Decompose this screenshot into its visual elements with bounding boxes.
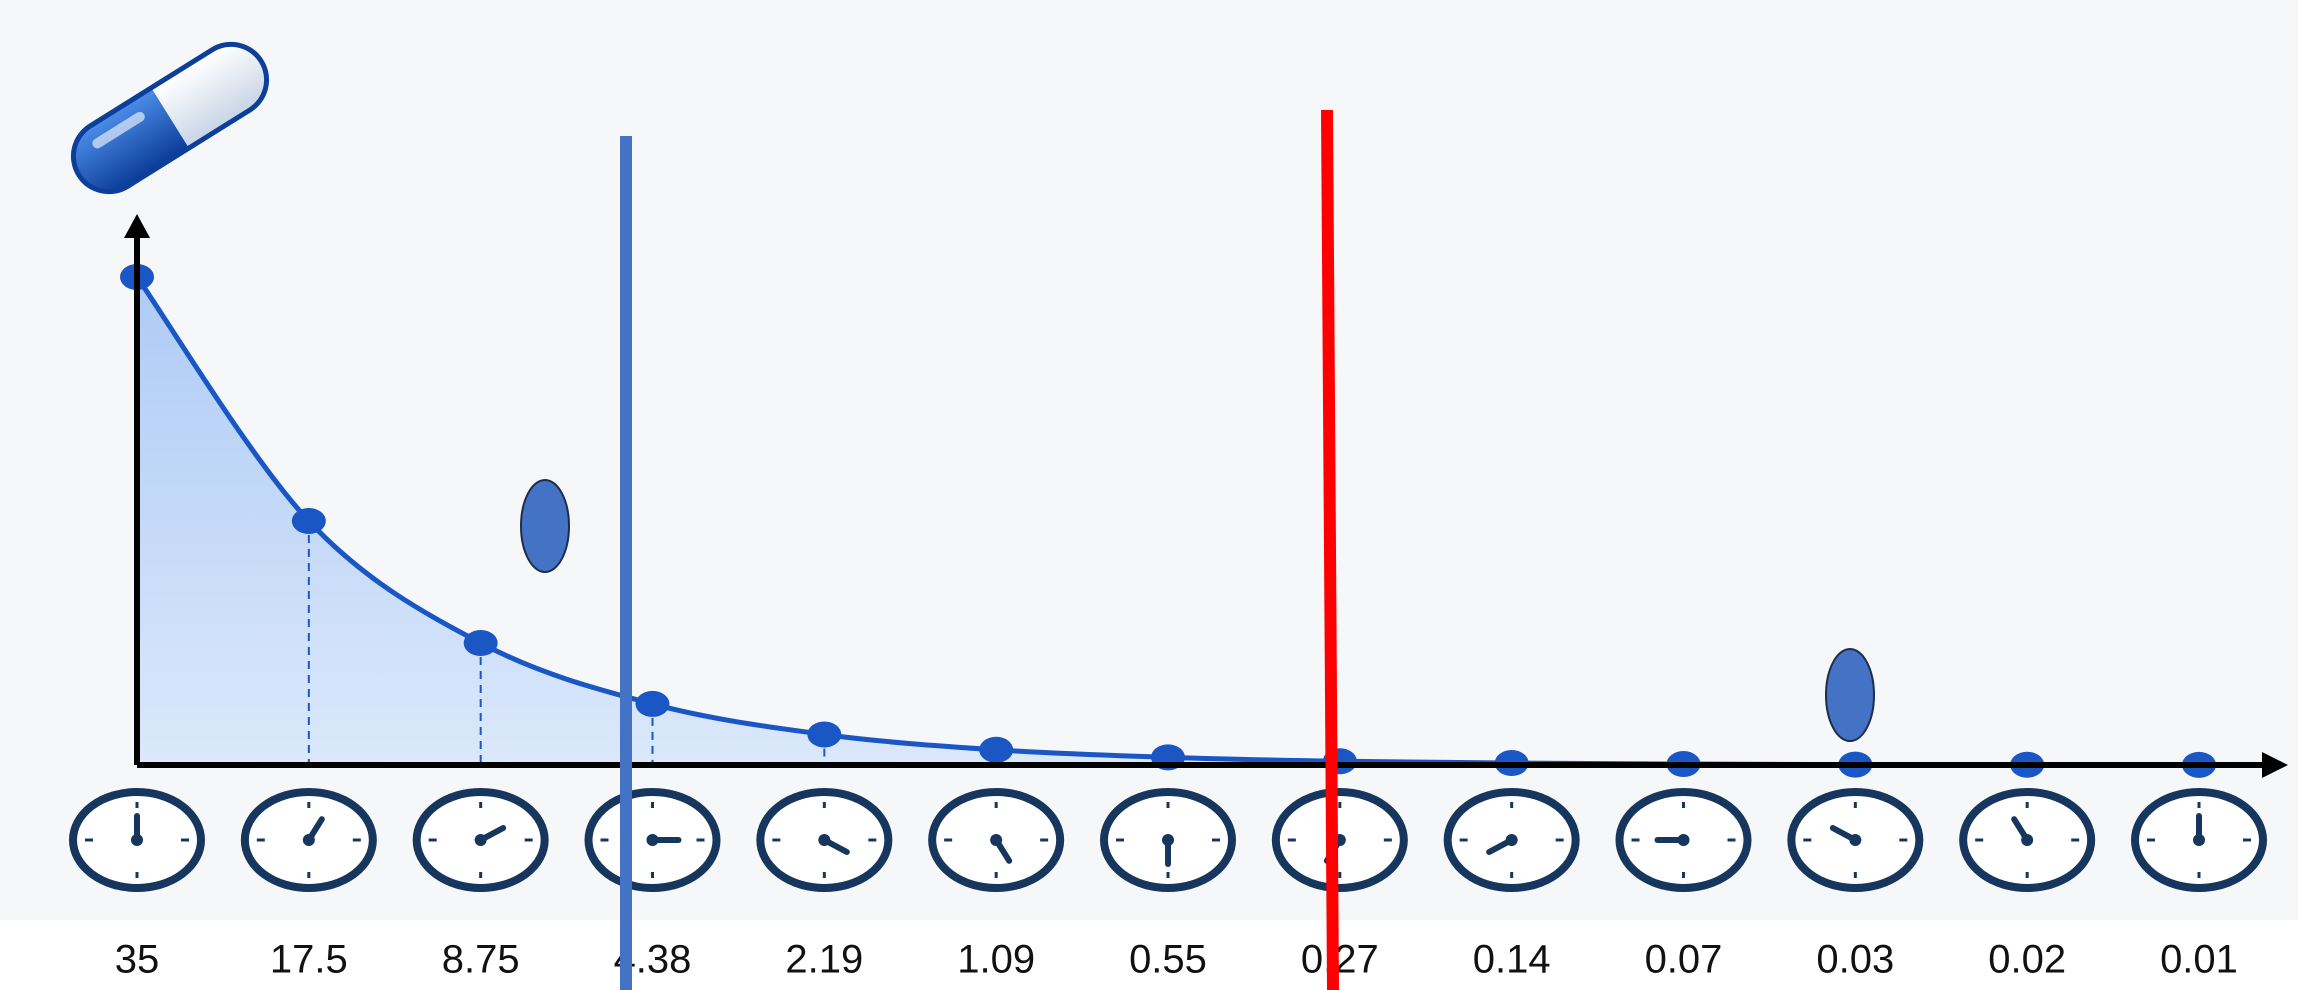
value-label: 0.02 bbox=[1988, 938, 2066, 982]
value-label: 0.07 bbox=[1645, 938, 1723, 982]
clock bbox=[1620, 792, 1748, 888]
clock bbox=[2135, 792, 2263, 888]
value-label: 0.01 bbox=[2160, 938, 2238, 982]
clock bbox=[1963, 792, 2091, 888]
value-label: 8.75 bbox=[442, 938, 520, 982]
clock-center bbox=[1506, 834, 1518, 846]
point bbox=[464, 630, 498, 656]
clock-center bbox=[647, 834, 659, 846]
value-label: 0.55 bbox=[1129, 938, 1207, 982]
clock bbox=[245, 792, 373, 888]
value-label: 0.03 bbox=[1816, 938, 1894, 982]
value-label: 35 bbox=[115, 938, 160, 982]
clock bbox=[73, 792, 201, 888]
marker-ellipse bbox=[521, 480, 569, 572]
clock bbox=[417, 792, 545, 888]
clock bbox=[589, 792, 717, 888]
clock bbox=[760, 792, 888, 888]
point bbox=[636, 691, 670, 717]
point bbox=[292, 508, 326, 534]
marker-ellipse bbox=[1826, 649, 1874, 741]
value-label: 2.19 bbox=[785, 938, 863, 982]
clock bbox=[1448, 792, 1576, 888]
page: 3517.58.754.382.191.090.550.270.140.070.… bbox=[0, 0, 2298, 990]
clock-center bbox=[1678, 834, 1690, 846]
clock-center bbox=[818, 834, 830, 846]
clock-center bbox=[2021, 834, 2033, 846]
clock bbox=[1104, 792, 1232, 888]
chart: 3517.58.754.382.191.090.550.270.140.070.… bbox=[0, 0, 2298, 990]
clock-center bbox=[2193, 834, 2205, 846]
value-label: 17.5 bbox=[270, 938, 348, 982]
point bbox=[979, 737, 1013, 763]
clock-center bbox=[1849, 834, 1861, 846]
clock-center bbox=[475, 834, 487, 846]
value-label: 1.09 bbox=[957, 938, 1035, 982]
value-label: 0.14 bbox=[1473, 938, 1551, 982]
clock bbox=[1791, 792, 1919, 888]
clock bbox=[932, 792, 1060, 888]
clock-center bbox=[1162, 834, 1174, 846]
point bbox=[807, 721, 841, 747]
clock-center bbox=[990, 834, 1002, 846]
clock bbox=[1276, 792, 1404, 888]
clock-center bbox=[303, 834, 315, 846]
red-vertical-line bbox=[1327, 110, 1333, 990]
clock-center bbox=[131, 834, 143, 846]
value-label: 0.27 bbox=[1301, 938, 1379, 982]
background bbox=[0, 0, 2298, 920]
